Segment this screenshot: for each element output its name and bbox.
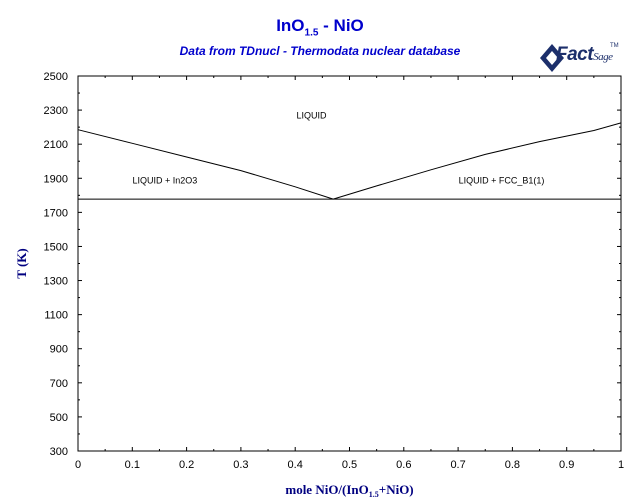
x-tick-label: 0.5 xyxy=(342,459,357,471)
x-tick-label: 0.8 xyxy=(505,459,520,471)
x-tick-label: 1 xyxy=(618,459,624,471)
x-axis-title-subscript: 1.5 xyxy=(369,490,379,499)
phase-region-label: LIQUID + In2O3 xyxy=(132,175,197,185)
y-tick-label: 900 xyxy=(50,344,68,356)
y-tick-label: 700 xyxy=(50,378,68,390)
phase-boundary-line-1 xyxy=(77,129,334,200)
x-tick-label: 0.6 xyxy=(396,459,411,471)
x-tick-label: 0.4 xyxy=(288,459,303,471)
x-tick-label: 0.3 xyxy=(233,459,248,471)
factsage-logo: FactSage TM xyxy=(538,40,619,74)
y-tick-label: 2100 xyxy=(44,139,68,151)
phase-region-label: LIQUID + FCC_B1(1) xyxy=(459,175,545,185)
x-tick-label: 0 xyxy=(75,459,81,471)
factsage-logo-mark xyxy=(540,44,564,72)
y-tick-label: 300 xyxy=(50,446,68,458)
y-tick-label: 500 xyxy=(50,412,68,424)
x-tick-label: 0.2 xyxy=(179,459,194,471)
chart-subtitle: Data from TDnucl - Thermodata nuclear da… xyxy=(179,44,461,58)
phase-boundary-line-2 xyxy=(333,122,622,200)
title-subscript: 1.5 xyxy=(304,27,319,39)
x-tick-label: 0.9 xyxy=(559,459,574,471)
phase-region-label: LIQUID xyxy=(296,111,327,121)
y-tick-label: 2300 xyxy=(44,105,68,117)
plot-frame xyxy=(77,75,622,452)
y-tick-label: 1700 xyxy=(44,207,68,219)
y-axis-title: T (K) xyxy=(14,248,29,278)
y-tick-label: 2500 xyxy=(44,71,68,83)
y-tick-label: 1900 xyxy=(44,173,68,185)
title-base: InO xyxy=(276,16,305,35)
chart-title: InO1.5 - NiO xyxy=(0,16,640,38)
logo-text-fact: Fact xyxy=(556,44,594,65)
x-axis-title-post: +NiO) xyxy=(379,482,414,497)
title-rest: - NiO xyxy=(318,16,364,35)
x-tick-label: 0.1 xyxy=(125,459,140,471)
x-axis-title-pre: mole NiO/(InO xyxy=(285,482,368,497)
y-tick-label: 1500 xyxy=(44,241,68,253)
y-tick-label: 1300 xyxy=(44,276,68,288)
logo-trademark: TM xyxy=(610,43,619,49)
y-tick-label: 1100 xyxy=(44,310,68,322)
logo-wordmark: FactSage xyxy=(556,44,613,66)
x-tick-label: 0.7 xyxy=(450,459,465,471)
x-axis-title: mole NiO/(InO1.5+NiO) xyxy=(285,482,413,499)
logo-text-sage: Sage xyxy=(593,51,613,63)
